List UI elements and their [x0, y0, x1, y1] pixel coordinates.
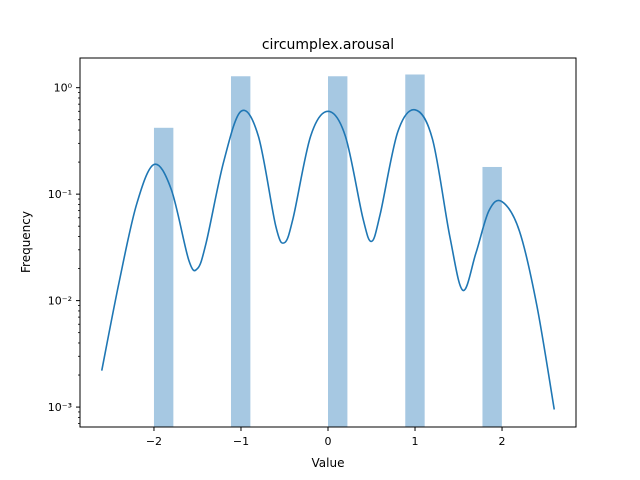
kde-line [100, 108, 556, 410]
x-axis-ticks: −2 −1 0 1 2 [146, 427, 506, 448]
y-tick-label: 10⁻² [48, 295, 72, 308]
histogram-bar [153, 127, 174, 427]
x-tick-label: 2 [499, 435, 506, 448]
kde-layer [100, 108, 556, 410]
y-tick-label: 10⁻³ [48, 401, 72, 414]
y-tick-label: 10⁻¹ [48, 188, 72, 201]
x-tick-label: 1 [412, 435, 419, 448]
x-tick-label: −2 [146, 435, 162, 448]
histogram-bar [328, 76, 348, 427]
y-axis-ticks: 10⁻³ 10⁻² 10⁻¹ 10⁰ [48, 82, 80, 424]
x-tick-label: 0 [325, 435, 332, 448]
y-axis-label: Frequency [19, 211, 33, 273]
histogram-bar [405, 74, 425, 428]
y-tick-label: 10⁰ [54, 82, 73, 95]
bars-layer [153, 74, 502, 428]
histogram-bar [482, 166, 502, 427]
histogram-bar [230, 76, 251, 427]
chart-title: circumplex.arousal [262, 37, 394, 53]
x-tick-label: −1 [233, 435, 249, 448]
x-axis-label: Value [312, 456, 345, 470]
